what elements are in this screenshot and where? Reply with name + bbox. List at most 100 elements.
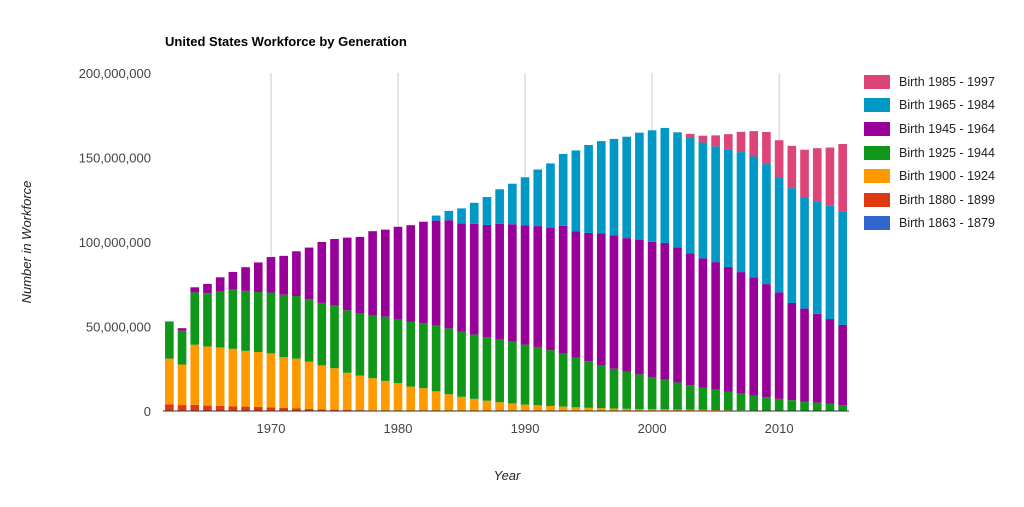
- bar-segment[interactable]: [368, 315, 377, 379]
- bar-segment[interactable]: [584, 407, 593, 411]
- bar-segment[interactable]: [596, 233, 606, 366]
- bar-segment[interactable]: [736, 152, 746, 273]
- bar-segment[interactable]: [215, 291, 225, 348]
- bar-segment[interactable]: [469, 398, 479, 411]
- legend-item[interactable]: Birth 1945 - 1964: [864, 117, 995, 141]
- bar-segment[interactable]: [774, 398, 784, 411]
- bar-segment[interactable]: [558, 225, 568, 354]
- bar-segment[interactable]: [635, 408, 644, 411]
- bar-segment[interactable]: [520, 225, 530, 345]
- bar-segment[interactable]: [749, 131, 759, 157]
- bar-segment[interactable]: [584, 144, 593, 233]
- bar-segment[interactable]: [812, 402, 822, 411]
- bar-segment[interactable]: [609, 235, 619, 369]
- legend-item[interactable]: Birth 1900 - 1924: [864, 164, 995, 188]
- bar-segment[interactable]: [596, 365, 606, 409]
- bar-segment[interactable]: [266, 257, 276, 293]
- bar-segment[interactable]: [520, 404, 530, 411]
- bar-segment[interactable]: [444, 210, 454, 221]
- bar-segment[interactable]: [596, 141, 606, 234]
- bar-segment[interactable]: [419, 323, 428, 389]
- bar-segment[interactable]: [762, 397, 771, 411]
- bar-segment[interactable]: [292, 358, 301, 409]
- bar-segment[interactable]: [749, 156, 759, 278]
- bar-segment[interactable]: [190, 287, 200, 293]
- bar-segment[interactable]: [546, 163, 555, 228]
- bar-segment[interactable]: [838, 211, 847, 325]
- bar-segment[interactable]: [431, 215, 441, 221]
- bar-segment[interactable]: [317, 302, 327, 366]
- bar-segment[interactable]: [495, 189, 504, 224]
- bar-segment[interactable]: [215, 277, 225, 292]
- bar-segment[interactable]: [774, 292, 784, 399]
- bar-segment[interactable]: [342, 409, 352, 411]
- bar-segment[interactable]: [723, 266, 733, 392]
- bar-segment[interactable]: [800, 197, 809, 309]
- bar-segment[interactable]: [711, 409, 720, 411]
- bar-segment[interactable]: [546, 405, 555, 411]
- bar-segment[interactable]: [304, 299, 314, 362]
- bar-segment[interactable]: [647, 241, 657, 378]
- bar-segment[interactable]: [469, 223, 479, 335]
- bar-segment[interactable]: [749, 395, 759, 411]
- bar-segment[interactable]: [622, 238, 632, 372]
- bar-segment[interactable]: [355, 236, 365, 313]
- bar-segment[interactable]: [660, 409, 670, 411]
- bar-segment[interactable]: [622, 408, 632, 411]
- bar-segment[interactable]: [355, 375, 365, 411]
- bar-segment[interactable]: [203, 293, 212, 347]
- bar-segment[interactable]: [812, 313, 822, 403]
- bar-segment[interactable]: [673, 409, 682, 411]
- bar-segment[interactable]: [190, 404, 200, 411]
- bar-segment[interactable]: [241, 290, 250, 351]
- bar-segment[interactable]: [177, 330, 187, 365]
- legend-item[interactable]: Birth 1880 - 1899: [864, 188, 995, 212]
- bar-segment[interactable]: [698, 258, 708, 388]
- bar-segment[interactable]: [406, 321, 416, 387]
- bar-segment[interactable]: [203, 283, 212, 294]
- bar-segment[interactable]: [482, 400, 492, 411]
- bar-segment[interactable]: [520, 177, 530, 226]
- bar-segment[interactable]: [317, 242, 327, 303]
- bar-segment[interactable]: [279, 255, 289, 295]
- bar-segment[interactable]: [304, 408, 314, 411]
- bar-segment[interactable]: [736, 272, 746, 394]
- bar-segment[interactable]: [355, 312, 365, 376]
- bar-segment[interactable]: [762, 131, 771, 165]
- bar-segment[interactable]: [546, 350, 555, 406]
- bar-segment[interactable]: [685, 253, 695, 386]
- bar-segment[interactable]: [482, 224, 492, 338]
- bar-segment[interactable]: [571, 231, 581, 358]
- bar-segment[interactable]: [812, 148, 822, 202]
- bar-segment[interactable]: [838, 324, 847, 406]
- bar-segment[interactable]: [292, 251, 301, 297]
- bar-segment[interactable]: [292, 408, 301, 411]
- bar-segment[interactable]: [177, 328, 187, 331]
- bar-segment[interactable]: [660, 127, 670, 243]
- bar-segment[interactable]: [228, 289, 238, 349]
- bar-segment[interactable]: [393, 319, 403, 384]
- bar-segment[interactable]: [647, 130, 657, 242]
- bar-segment[interactable]: [533, 346, 543, 406]
- bar-segment[interactable]: [647, 377, 657, 410]
- bar-segment[interactable]: [508, 403, 517, 411]
- bar-segment[interactable]: [711, 135, 720, 147]
- bar-segment[interactable]: [266, 292, 276, 354]
- bar-segment[interactable]: [685, 409, 695, 411]
- bar-segment[interactable]: [685, 385, 695, 410]
- bar-segment[interactable]: [253, 406, 263, 411]
- bar-segment[interactable]: [368, 378, 377, 411]
- bar-segment[interactable]: [635, 239, 644, 375]
- bar-segment[interactable]: [165, 321, 174, 359]
- bar-segment[interactable]: [762, 164, 771, 285]
- bar-segment[interactable]: [558, 353, 568, 407]
- bar-segment[interactable]: [266, 407, 276, 411]
- bar-segment[interactable]: [444, 394, 454, 411]
- bar-segment[interactable]: [800, 149, 809, 198]
- bar-segment[interactable]: [495, 223, 504, 340]
- bar-segment[interactable]: [241, 406, 250, 411]
- bar-segment[interactable]: [342, 372, 352, 410]
- bar-segment[interactable]: [787, 400, 797, 411]
- bar-segment[interactable]: [457, 331, 466, 397]
- bar-segment[interactable]: [419, 221, 428, 324]
